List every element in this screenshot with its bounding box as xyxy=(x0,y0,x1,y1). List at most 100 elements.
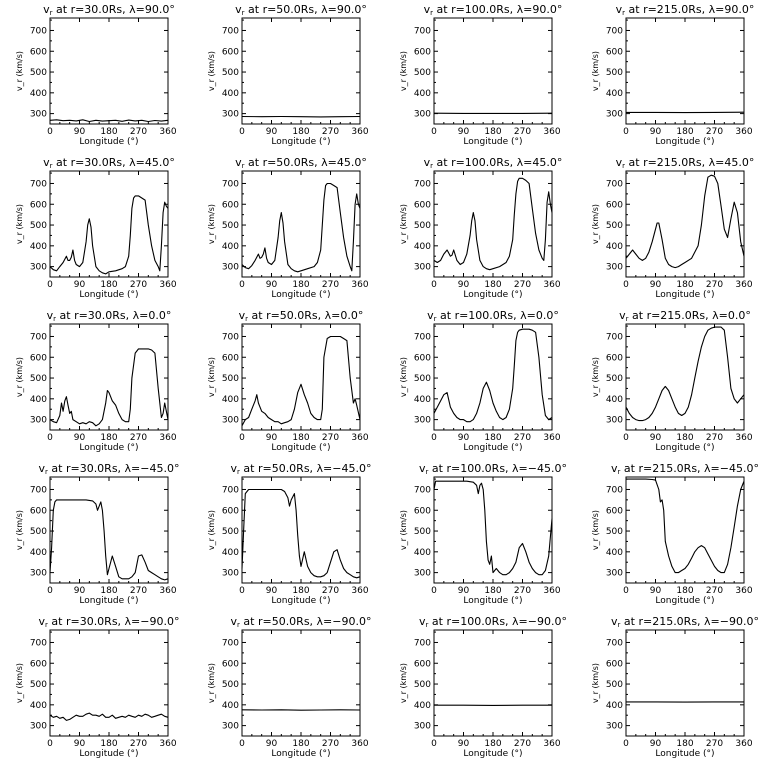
y-axis-label: v_r (km/s) xyxy=(15,204,24,244)
y-axis-label: v_r (km/s) xyxy=(399,357,408,397)
x-tick-label: 360 xyxy=(543,280,560,290)
x-tick-label: 180 xyxy=(676,127,693,137)
y-tick-label: 500 xyxy=(606,680,623,690)
y-tick-label: 400 xyxy=(606,89,623,99)
y-tick-label: 500 xyxy=(414,68,431,78)
x-tick-label: 90 xyxy=(266,739,278,749)
y-tick-label: 500 xyxy=(30,221,47,231)
y-tick-label: 300 xyxy=(30,722,47,732)
x-tick-label: 90 xyxy=(650,586,662,596)
y-tick-label: 500 xyxy=(222,374,239,384)
y-axis-label: v_r (km/s) xyxy=(15,357,24,397)
panel-title: vr at r=50.0Rs, λ=90.0° xyxy=(235,3,367,17)
x-tick-label: 360 xyxy=(543,127,560,137)
plot-frame xyxy=(625,323,745,431)
y-tick-label: 300 xyxy=(414,110,431,120)
panel-title: vr at r=215.0Rs, λ=−45.0° xyxy=(611,462,759,476)
x-axis-label: Longitude (°) xyxy=(655,443,714,453)
x-axis-label: Longitude (°) xyxy=(79,443,138,453)
velocity-curve xyxy=(241,335,361,427)
y-tick-label: 600 xyxy=(30,353,47,363)
x-tick-label: 180 xyxy=(676,586,693,596)
y-tick-label: 300 xyxy=(222,263,239,273)
x-tick-label: 180 xyxy=(292,433,309,443)
y-tick-label: 400 xyxy=(222,548,239,558)
x-tick-label: 270 xyxy=(130,433,147,443)
panel-title: vr at r=30.0Rs, λ=−90.0° xyxy=(39,615,180,629)
y-tick-label: 300 xyxy=(414,569,431,579)
x-axis-label: Longitude (°) xyxy=(271,749,330,759)
y-tick-label: 400 xyxy=(222,242,239,252)
x-tick-label: 0 xyxy=(239,433,245,443)
x-tick-label: 270 xyxy=(514,127,531,137)
y-tick-label: 600 xyxy=(606,47,623,57)
y-tick-label: 600 xyxy=(30,659,47,669)
y-tick-label: 400 xyxy=(606,242,623,252)
y-tick-label: 500 xyxy=(222,680,239,690)
x-tick-label: 0 xyxy=(47,739,53,749)
y-axis-label: v_r (km/s) xyxy=(207,510,216,550)
y-tick-label: 300 xyxy=(30,263,47,273)
x-tick-label: 0 xyxy=(239,586,245,596)
x-axis-label: Longitude (°) xyxy=(463,596,522,606)
velocity-curve xyxy=(433,177,553,271)
x-tick-label: 180 xyxy=(292,280,309,290)
panel-title: vr at r=50.0Rs, λ=−45.0° xyxy=(231,462,372,476)
y-tick-label: 700 xyxy=(606,332,623,342)
y-tick-label: 500 xyxy=(222,527,239,537)
x-tick-label: 90 xyxy=(458,739,470,749)
panel: vr at r=50.0Rs, λ=−45.0° 0 90 180 270 360 300 4… xyxy=(207,462,372,606)
x-tick-label: 360 xyxy=(735,433,752,443)
y-tick-label: 700 xyxy=(222,26,239,36)
panel: vr at r=30.0Rs, λ=90.0° 0 90 180 270 360 300 40… xyxy=(15,3,177,147)
plot-frame xyxy=(49,17,169,125)
y-tick-label: 700 xyxy=(606,485,623,495)
x-tick-label: 270 xyxy=(322,433,339,443)
x-tick-label: 360 xyxy=(351,280,368,290)
panel: vr at r=215.0Rs, λ=45.0° 0 90 180 270 360 300 4… xyxy=(591,156,754,300)
x-axis-label: Longitude (°) xyxy=(463,137,522,147)
y-tick-label: 600 xyxy=(30,47,47,57)
y-tick-label: 700 xyxy=(222,638,239,648)
x-axis-label: Longitude (°) xyxy=(655,749,714,759)
velocity-curve xyxy=(49,119,169,123)
y-tick-label: 500 xyxy=(606,374,623,384)
x-tick-label: 180 xyxy=(676,739,693,749)
y-tick-label: 600 xyxy=(30,506,47,516)
x-tick-label: 270 xyxy=(706,280,723,290)
y-tick-label: 500 xyxy=(30,527,47,537)
y-tick-label: 300 xyxy=(606,569,623,579)
x-tick-label: 360 xyxy=(351,127,368,137)
y-tick-label: 400 xyxy=(606,701,623,711)
y-tick-label: 700 xyxy=(30,638,47,648)
y-tick-label: 400 xyxy=(606,395,623,405)
x-tick-label: 90 xyxy=(458,433,470,443)
panel-title: vr at r=100.0Rs, λ=−90.0° xyxy=(419,615,567,629)
x-tick-label: 0 xyxy=(239,127,245,137)
y-tick-label: 400 xyxy=(30,242,47,252)
x-tick-label: 90 xyxy=(74,280,86,290)
y-tick-label: 600 xyxy=(30,200,47,210)
x-axis-label: Longitude (°) xyxy=(655,137,714,147)
x-tick-label: 180 xyxy=(484,280,501,290)
y-tick-label: 600 xyxy=(414,200,431,210)
x-axis-label: Longitude (°) xyxy=(271,443,330,453)
panel-title: vr at r=30.0Rs, λ=90.0° xyxy=(43,3,175,17)
plot-frame xyxy=(625,629,745,737)
panel: vr at r=50.0Rs, λ=90.0° 0 90 180 270 360 300 40… xyxy=(207,3,369,147)
velocity-curve xyxy=(625,174,745,269)
plot-frame xyxy=(241,17,361,125)
panel-title: vr at r=50.0Rs, λ=0.0° xyxy=(239,309,364,323)
y-axis-label: v_r (km/s) xyxy=(15,663,24,703)
y-tick-label: 600 xyxy=(606,353,623,363)
y-tick-label: 400 xyxy=(30,701,47,711)
y-tick-label: 300 xyxy=(30,416,47,426)
y-tick-label: 600 xyxy=(414,506,431,516)
y-tick-label: 600 xyxy=(222,353,239,363)
x-tick-label: 360 xyxy=(735,739,752,749)
y-tick-label: 700 xyxy=(606,179,623,189)
velocity-curve xyxy=(625,326,745,422)
y-axis-label: v_r (km/s) xyxy=(207,663,216,703)
x-tick-label: 90 xyxy=(74,433,86,443)
x-tick-label: 180 xyxy=(100,739,117,749)
